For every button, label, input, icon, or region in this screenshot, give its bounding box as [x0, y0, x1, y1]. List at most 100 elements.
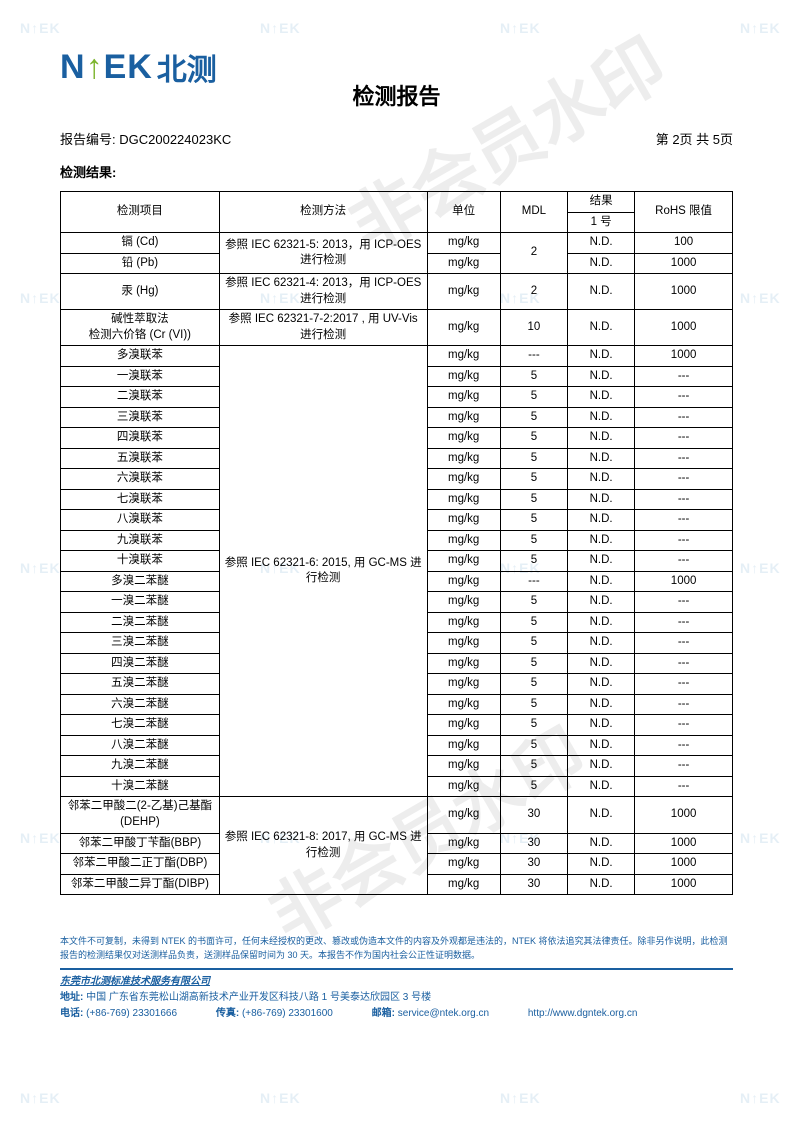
report-no: 报告编号: DGC200224023KC	[60, 129, 231, 148]
cell-unit: mg/kg	[427, 489, 500, 510]
cell-unit: mg/kg	[427, 428, 500, 449]
cell-item: 二溴联苯	[61, 387, 220, 408]
cell-item: 多溴联苯	[61, 346, 220, 367]
footer-addr: 地址: 中国 广东省东莞松山湖高新技术产业开发区科技八路 1 号美泰达欣园区 3…	[60, 990, 733, 1006]
table-row: 汞 (Hg)参照 IEC 62321-4: 2013，用 ICP-OES 进行检…	[61, 274, 733, 310]
watermark-small: N↑EK	[260, 1090, 301, 1106]
cell-unit: mg/kg	[427, 612, 500, 633]
cell-rohs: 1000	[635, 874, 733, 895]
table-row: 多溴联苯参照 IEC 62321-6: 2015, 用 GC-MS 进行检测mg…	[61, 346, 733, 367]
cell-item: 铅 (Pb)	[61, 253, 220, 274]
cell-rohs: ---	[635, 756, 733, 777]
cell-mdl: 5	[500, 612, 567, 633]
cell-item: 七溴联苯	[61, 489, 220, 510]
th-result-sub: 1 号	[568, 212, 635, 233]
table-header-row: 检测项目 检测方法 单位 MDL 结果 RoHS 限值	[61, 192, 733, 213]
cell-result: N.D.	[568, 469, 635, 490]
cell-result: N.D.	[568, 854, 635, 875]
table-row: 镉 (Cd)参照 IEC 62321-5: 2013，用 ICP-OES 进行检…	[61, 233, 733, 254]
cell-rohs: ---	[635, 448, 733, 469]
cell-result: N.D.	[568, 489, 635, 510]
cell-result: N.D.	[568, 797, 635, 833]
cell-mdl: 5	[500, 448, 567, 469]
cell-unit: mg/kg	[427, 448, 500, 469]
cell-mdl: ---	[500, 571, 567, 592]
cell-item: 五溴联苯	[61, 448, 220, 469]
report-line: 报告编号: DGC200224023KC 第 2页 共 5页	[60, 129, 733, 148]
cell-mdl: 5	[500, 366, 567, 387]
cell-method: 参照 IEC 62321-4: 2013，用 ICP-OES 进行检测	[219, 274, 427, 310]
cell-result: N.D.	[568, 653, 635, 674]
cell-unit: mg/kg	[427, 530, 500, 551]
cell-rohs: 1000	[635, 571, 733, 592]
cell-item: 九溴二苯醚	[61, 756, 220, 777]
cell-unit: mg/kg	[427, 633, 500, 654]
cell-item: 九溴联苯	[61, 530, 220, 551]
cell-item: 碱性萃取法检测六价铬 (Cr (VI))	[61, 310, 220, 346]
cell-result: N.D.	[568, 694, 635, 715]
cell-item: 六溴联苯	[61, 469, 220, 490]
cell-rohs: 1000	[635, 833, 733, 854]
cell-rohs: 100	[635, 233, 733, 254]
cell-item: 十溴联苯	[61, 551, 220, 572]
cell-unit: mg/kg	[427, 715, 500, 736]
cell-unit: mg/kg	[427, 874, 500, 895]
cell-result: N.D.	[568, 592, 635, 613]
cell-rohs: ---	[635, 653, 733, 674]
cell-rohs: 1000	[635, 854, 733, 875]
cell-unit: mg/kg	[427, 756, 500, 777]
cell-result: N.D.	[568, 833, 635, 854]
cell-item: 邻苯二甲酸二异丁酯(DIBP)	[61, 874, 220, 895]
cell-unit: mg/kg	[427, 387, 500, 408]
cell-mdl: 5	[500, 469, 567, 490]
cell-result: N.D.	[568, 510, 635, 531]
cell-result: N.D.	[568, 735, 635, 756]
cell-mdl: 5	[500, 776, 567, 797]
cell-mdl: 5	[500, 407, 567, 428]
cell-mdl: 10	[500, 310, 567, 346]
cell-item: 四溴二苯醚	[61, 653, 220, 674]
cell-item: 多溴二苯醚	[61, 571, 220, 592]
disclaimer: 本文件不可复制，未得到 NTEK 的书面许可，任何未经授权的更改、篡改或伪造本文…	[60, 935, 733, 962]
cell-unit: mg/kg	[427, 469, 500, 490]
cell-result: N.D.	[568, 253, 635, 274]
logo-en: N↑EK	[60, 48, 153, 87]
cell-rohs: ---	[635, 674, 733, 695]
cell-item: 三溴联苯	[61, 407, 220, 428]
cell-item: 六溴二苯醚	[61, 694, 220, 715]
cell-rohs: 1000	[635, 274, 733, 310]
cell-result: N.D.	[568, 633, 635, 654]
cell-method: 参照 IEC 62321-7-2:2017 , 用 UV-Vis 进行检测	[219, 310, 427, 346]
cell-result: N.D.	[568, 715, 635, 736]
cell-result: N.D.	[568, 612, 635, 633]
page-container: N↑EK 北测 检测报告 报告编号: DGC200224023KC 第 2页 共…	[0, 0, 793, 1052]
cell-result: N.D.	[568, 874, 635, 895]
cell-result: N.D.	[568, 776, 635, 797]
cell-mdl: 30	[500, 854, 567, 875]
cell-item: 八溴二苯醚	[61, 735, 220, 756]
cell-rohs: ---	[635, 489, 733, 510]
cell-item: 十溴二苯醚	[61, 776, 220, 797]
cell-mdl: 30	[500, 874, 567, 895]
th-rohs: RoHS 限值	[635, 192, 733, 233]
cell-unit: mg/kg	[427, 694, 500, 715]
cell-result: N.D.	[568, 674, 635, 695]
cell-item: 五溴二苯醚	[61, 674, 220, 695]
cell-rohs: ---	[635, 551, 733, 572]
cell-mdl: 5	[500, 428, 567, 449]
cell-rohs: ---	[635, 387, 733, 408]
th-unit: 单位	[427, 192, 500, 233]
cell-result: N.D.	[568, 530, 635, 551]
cell-mdl: 5	[500, 715, 567, 736]
cell-result: N.D.	[568, 366, 635, 387]
table-row: 邻苯二甲酸二(2-乙基)己基酯(DEHP)参照 IEC 62321-8: 201…	[61, 797, 733, 833]
cell-method: 参照 IEC 62321-6: 2015, 用 GC-MS 进行检测	[219, 346, 427, 797]
cell-item: 四溴联苯	[61, 428, 220, 449]
page-info: 第 2页 共 5页	[656, 129, 733, 148]
cell-item: 邻苯二甲酸二正丁酯(DBP)	[61, 854, 220, 875]
cell-rohs: 1000	[635, 253, 733, 274]
table-row: 碱性萃取法检测六价铬 (Cr (VI))参照 IEC 62321-7-2:201…	[61, 310, 733, 346]
cell-unit: mg/kg	[427, 551, 500, 572]
cell-item: 镉 (Cd)	[61, 233, 220, 254]
results-table: 检测项目 检测方法 单位 MDL 结果 RoHS 限值 1 号 镉 (Cd)参照…	[60, 191, 733, 895]
